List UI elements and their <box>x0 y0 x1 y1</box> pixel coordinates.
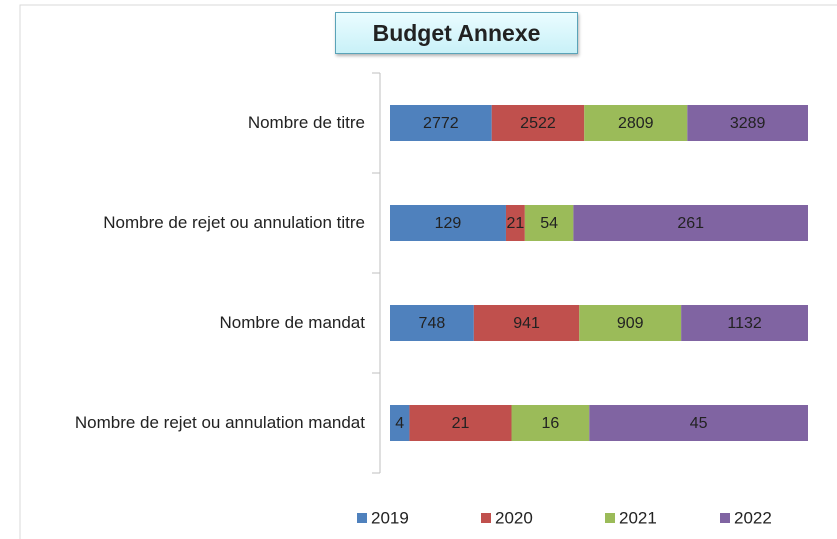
legend-swatch <box>481 513 491 523</box>
data-label: 21 <box>452 415 470 432</box>
bar-segment <box>584 105 688 141</box>
data-label: 16 <box>541 415 559 432</box>
data-label: 2772 <box>423 115 459 132</box>
bar-segment <box>511 405 590 441</box>
chart-title: Budget Annexe <box>335 12 578 54</box>
bar-segment <box>573 205 808 241</box>
bar-segment <box>524 205 574 241</box>
data-label: 748 <box>419 315 446 332</box>
data-label: 261 <box>677 215 704 232</box>
bar-segment <box>681 305 808 341</box>
legend-swatch <box>357 513 367 523</box>
bar-segment <box>579 305 682 341</box>
category-label: Nombre de titre <box>247 113 365 132</box>
bar-segment <box>589 405 808 441</box>
chart-frame <box>19 4 837 539</box>
data-label: 21 <box>507 215 525 232</box>
bar-segment <box>491 105 585 141</box>
legend-label: 2020 <box>495 508 533 527</box>
data-label: 941 <box>513 315 540 332</box>
data-label: 54 <box>540 215 558 232</box>
data-label: 1132 <box>727 315 762 332</box>
bar-segment <box>390 405 410 441</box>
bar-segment <box>409 405 512 441</box>
category-label: Nombre de mandat <box>219 313 365 332</box>
bar-segment <box>473 305 580 341</box>
legend-label: 2022 <box>734 508 772 527</box>
legend-swatch <box>605 513 615 523</box>
bar-segment <box>390 305 474 341</box>
legend-swatch <box>720 513 730 523</box>
data-label: 2522 <box>520 115 556 132</box>
bar-segment <box>390 205 506 241</box>
data-label: 2809 <box>618 115 654 132</box>
data-label: 4 <box>395 415 404 432</box>
data-label: 129 <box>435 215 462 232</box>
data-label: 45 <box>690 415 708 432</box>
bar-segment <box>390 105 492 141</box>
data-label: 909 <box>617 315 644 332</box>
category-label: Nombre de rejet ou annulation titre <box>103 213 365 232</box>
legend-label: 2021 <box>619 508 657 527</box>
legend-label: 2019 <box>371 508 409 527</box>
bar-segment <box>687 105 808 141</box>
bar-segment <box>505 205 525 241</box>
category-label: Nombre de rejet ou annulation mandat <box>74 413 365 432</box>
data-label: 3289 <box>730 115 766 132</box>
